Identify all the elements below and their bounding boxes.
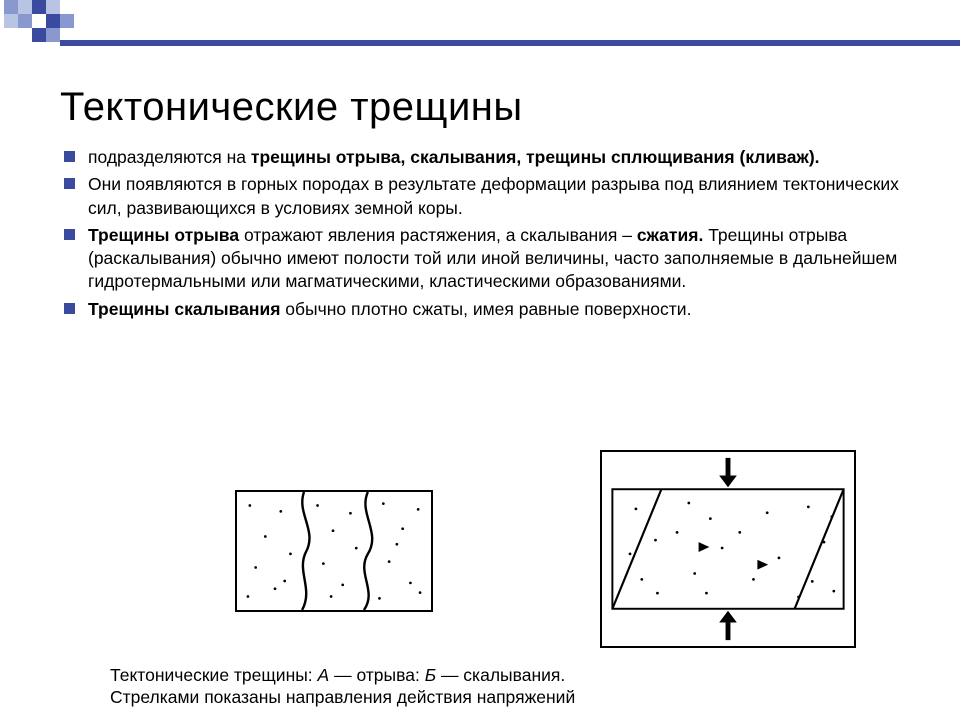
figure-a — [235, 490, 433, 612]
figure-caption: Тектонические трещины: А — отрыва: Б — с… — [110, 665, 890, 709]
slide-content: Тектонические трещины подразделяются на … — [60, 85, 910, 325]
figure-b — [600, 450, 856, 648]
slide-title: Тектонические трещины — [60, 85, 910, 130]
bullet-item: Трещины отрыва отражают явления растяжен… — [60, 224, 910, 294]
caption-text: Стрелками показаны направления действия … — [110, 687, 890, 709]
caption-label-a: А — [318, 665, 330, 685]
caption-text: — отрыва: — [329, 665, 424, 685]
bullet-list: подразделяются на трещины отрыва, скалыв… — [60, 146, 910, 321]
bullet-item: подразделяются на трещины отрыва, скалыв… — [60, 146, 910, 169]
caption-text: — скалывания. — [436, 665, 565, 685]
caption-label-b: Б — [425, 665, 436, 685]
bullet-item: Трещины скалывания обычно плотно сжаты, … — [60, 298, 910, 321]
caption-text: Тектонические трещины: — [110, 665, 318, 685]
header-decoration — [0, 0, 960, 50]
bullet-item: Они появляются в горных породах в резуль… — [60, 173, 910, 220]
diagram-area — [60, 450, 910, 650]
